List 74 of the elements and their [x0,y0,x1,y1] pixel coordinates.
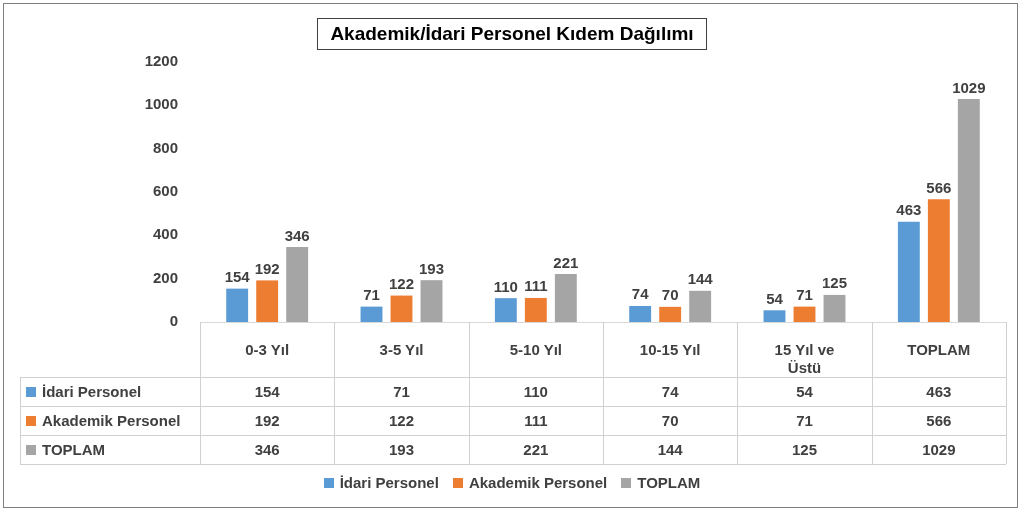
text: 144 [656,440,684,460]
y-tick-label: 0 [169,312,178,330]
x-tick-label: 15 Yıl ve Üstü [774,341,835,377]
text: 346 [253,440,281,460]
data-label: 144 [687,270,713,288]
data-label: 110 [493,277,518,295]
bar [256,280,279,322]
text: TOPLAM [42,441,106,458]
data-label: 70 [661,286,679,304]
bar [524,297,547,322]
bar [689,290,712,322]
bar [629,305,652,322]
bar [286,247,309,322]
y-tick-label: 600 [152,182,178,200]
text: 193 [387,440,415,460]
data-label: 154 [224,268,250,286]
data-label: 74 [631,285,649,303]
x-tick-label: 5-10 Yıl [509,341,562,359]
x-tick-label: TOPLAM [907,341,971,359]
bar [420,280,443,322]
bar [957,99,980,322]
data-label: 111 [524,277,548,295]
x-tick-label: 0-3 Yıl [245,341,290,359]
text: 221 [522,440,550,460]
text: 192 [253,411,281,431]
x-tick-label: 10-15 Yıl [639,341,701,359]
y-tick-label: 1000 [144,95,178,113]
text: 111 [523,411,549,431]
bar [897,221,920,322]
y-tick-label: 400 [152,225,178,243]
text: 125 [790,440,818,460]
chart-title: Akademik/İdari Personel Kıdem Dağılımı [317,18,707,50]
legend-label: İdari Personel [42,383,142,400]
data-label: 346 [283,225,311,246]
bar [360,306,383,322]
data-label: 122 [388,275,415,293]
text: 70 [660,411,680,431]
text: Akademik Personel [468,474,608,491]
y-tick-label: 800 [152,138,178,156]
data-label: 1029 [951,77,987,98]
data-label: 71 [363,286,380,304]
text: 154 [253,382,281,402]
data-label: 463 [895,200,923,220]
text: 74 [660,382,680,402]
text: İdari Personel [339,474,439,491]
y-tick-label: 200 [152,268,178,286]
data-label: 221 [552,252,580,273]
text: 110 [522,382,549,402]
bar [823,294,846,322]
y-tick-label: 1200 [144,52,178,70]
legend-label: TOPLAM [637,474,701,491]
bar [927,199,950,322]
text: 122 [387,411,415,431]
text: 1029 [921,440,957,460]
text: 71 [795,411,814,431]
bar [793,306,816,322]
bar [494,298,517,322]
data-label: 54 [766,289,783,307]
data-label: 71 [796,286,813,304]
bar [763,310,786,322]
data-label: 566 [925,177,953,198]
data-label: 125 [821,274,848,292]
data-label: 192 [254,259,280,277]
text: 54 [795,382,814,402]
bar [390,295,413,322]
bar [554,274,577,322]
bar [659,306,682,322]
bar [226,288,249,322]
legend-label: Akademik Personel [42,412,181,429]
data-label: 193 [418,259,445,277]
x-tick-label: 3-5 Yıl [379,341,424,359]
text: 71 [392,382,411,402]
text: 463 [925,382,953,402]
text: 566 [925,411,953,431]
